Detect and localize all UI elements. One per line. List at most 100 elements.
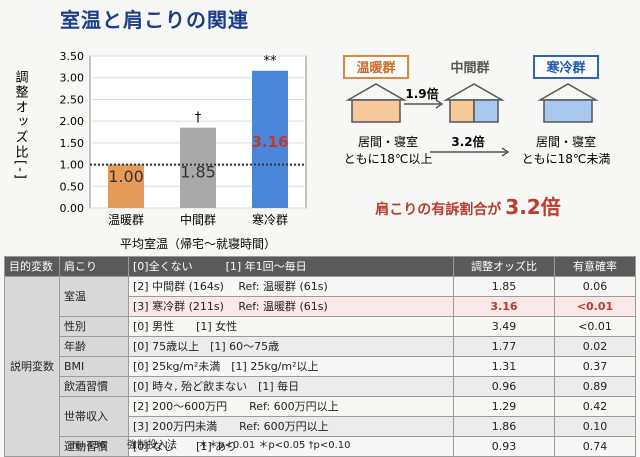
headline: 肩こりの有訴割合が 3.2倍 bbox=[375, 195, 560, 219]
house-cold-icon bbox=[537, 83, 599, 123]
variable-name: 年齢 bbox=[59, 336, 129, 357]
p-value: 0.42 bbox=[554, 396, 636, 417]
header-shoulder: 肩こり bbox=[59, 256, 129, 277]
variable-desc: [2] 200～600万円 Ref: 600万円以上 bbox=[128, 396, 454, 417]
odds-ratio: 1.85 bbox=[453, 276, 555, 297]
odds-ratio: 3.49 bbox=[453, 316, 555, 337]
table-row: 飲酒習慣 [0] 時々, 殆ど飲まない [1] 毎日 0.96 0.89 bbox=[5, 376, 636, 397]
significance-marker: † bbox=[195, 111, 202, 126]
variable-desc: [0] なし [1] あり bbox=[128, 436, 454, 457]
right-text-2: ともに18℃未満 bbox=[522, 152, 611, 166]
bar-value-label: 1.00 bbox=[108, 167, 144, 186]
x-ticks: 温暖群 中間群 寒冷群 bbox=[108, 212, 288, 227]
variable-desc: [0] 時々, 殆ど飲まない [1] 毎日 bbox=[128, 376, 454, 397]
arrow-mid-icon bbox=[404, 99, 444, 109]
house-mid-icon bbox=[443, 83, 505, 123]
cold-label-box bbox=[533, 55, 599, 79]
warm-label-box bbox=[343, 55, 409, 79]
header-desc-0: [0]全くない bbox=[133, 260, 193, 273]
y-tick-label: 2.00 bbox=[60, 115, 85, 128]
bars: 1.00 1.85 † 3.16 ** bbox=[108, 54, 289, 208]
table-row: 性別 [0] 男性 [1] 女性 3.49 <0.01 bbox=[5, 316, 636, 337]
footnote-sig: ＊＊p<0.01 ＊p<0.05 †p<0.10 bbox=[198, 440, 351, 451]
table-row: 世帯収入 [2] 200～600万円 Ref: 600万円以上 1.29 0.42 bbox=[5, 396, 636, 437]
left-text-2: ともに18℃以上 bbox=[344, 152, 433, 166]
table-row: [3] 寒冷群 (211s) Ref: 温暖群 (61s) 3.16 <0.01 bbox=[5, 296, 636, 317]
header-p: 有意確率 bbox=[554, 256, 636, 277]
chart-and-diagram: 調整オッズ比[-] 0.00 0.50 1.00 1.50 2.00 2.50 3.00 3.… bbox=[13, 50, 611, 251]
warm-label: 温暖群 bbox=[356, 60, 395, 76]
p-value: 0.74 bbox=[554, 436, 636, 457]
odds-ratio: 1.77 bbox=[453, 336, 555, 357]
bar bbox=[108, 164, 144, 208]
x-tick-label: 中間群 bbox=[180, 212, 216, 227]
x-tick-label: 寒冷群 bbox=[252, 212, 288, 227]
p-value: 0.02 bbox=[554, 336, 636, 357]
y-axis-label: 調整オッズ比[-] bbox=[13, 70, 29, 181]
table-row: [3] 200万円未満 Ref: 600万円以上 1.86 0.10 bbox=[5, 416, 636, 437]
house-warm-icon bbox=[345, 83, 407, 123]
cold-label: 寒冷群 bbox=[545, 60, 585, 76]
odds-ratio: 1.86 bbox=[453, 416, 555, 437]
header-target-var: 目的変数 bbox=[4, 256, 60, 277]
variable-desc: [0] 25kg/m²未満 [1] 25kg/m²以上 bbox=[128, 356, 454, 377]
bar-value-label: 1.85 bbox=[180, 163, 216, 182]
odds-ratio: 0.93 bbox=[453, 436, 555, 457]
variable-desc: [0] 75歳以上 [1] 60～75歳 bbox=[128, 336, 454, 357]
odds-ratio: 1.29 bbox=[453, 396, 555, 417]
variable-desc: [3] 200万円未満 Ref: 600万円以上 bbox=[128, 416, 454, 437]
variable-name: 運動習慣 bbox=[59, 436, 129, 457]
odds-ratio: 3.16 bbox=[453, 296, 555, 317]
table-row: BMI [0] 25kg/m²未満 [1] 25kg/m²以上 1.31 0.37 bbox=[5, 356, 636, 377]
header-or: 調整オッズ比 bbox=[453, 256, 555, 277]
odds-ratio: 0.96 bbox=[453, 376, 555, 397]
arrow-cold-icon bbox=[430, 147, 510, 157]
footnote: n=436 強制投入法 ＊＊p<0.01 ＊p<0.05 †p<0.10 bbox=[72, 436, 369, 451]
variable-desc: [0] 男性 [1] 女性 bbox=[128, 316, 454, 337]
p-value: 0.06 bbox=[554, 276, 636, 297]
footnote-n: n=436 bbox=[72, 440, 106, 451]
p-value: <0.01 bbox=[554, 316, 636, 337]
variable-name: 性別 bbox=[59, 316, 129, 337]
table-row: 運動習慣 [0] なし [1] あり 0.93 0.74 bbox=[5, 436, 636, 457]
group-label: 説明変数 bbox=[4, 276, 60, 457]
y-tick-label: 2.50 bbox=[60, 93, 85, 106]
p-value: <0.01 bbox=[554, 296, 636, 317]
y-tick-label: 0.00 bbox=[60, 202, 85, 215]
page-title: 室温と肩こりの関連 bbox=[60, 8, 249, 32]
variable-desc: [3] 寒冷群 (211s) Ref: 温暖群 (61s) bbox=[128, 296, 454, 317]
ratio-mid: 1.9倍 bbox=[405, 86, 438, 101]
header-desc: [0]全くない [1] 年1回～毎日 bbox=[128, 256, 454, 277]
y-tick-label: 1.50 bbox=[60, 137, 85, 150]
y-tick-label: 0.50 bbox=[60, 180, 85, 193]
p-value: 0.89 bbox=[554, 376, 636, 397]
variable-name: 世帯収入 bbox=[59, 396, 129, 437]
x-tick-label: 温暖群 bbox=[108, 213, 144, 227]
x-axis-label: 平均室温（帰宅～就寝時間） bbox=[120, 236, 276, 251]
significance-marker: ** bbox=[264, 54, 278, 69]
p-value: 0.37 bbox=[554, 356, 636, 377]
variable-name: 室温 bbox=[59, 276, 129, 317]
bar bbox=[252, 70, 288, 208]
y-tick-label: 1.00 bbox=[60, 159, 85, 172]
odds-ratio-table: 目的変数 肩こり [0]全くない [1] 年1回～毎日 調整オッズ比 有意確率 … bbox=[4, 256, 636, 457]
variable-desc: [2] 中間群 (164s) Ref: 温暖群 (61s) bbox=[128, 276, 454, 297]
ratio-cold: 3.2倍 bbox=[451, 134, 484, 149]
y-tick-label: 3.00 bbox=[60, 72, 85, 85]
odds-ratio: 1.31 bbox=[453, 356, 555, 377]
y-tick-label: 3.50 bbox=[60, 50, 85, 63]
table-row: 年齢 [0] 75歳以上 [1] 60～75歳 1.77 0.02 bbox=[5, 336, 636, 357]
variable-name: BMI bbox=[59, 356, 129, 377]
table-header: 目的変数 肩こり [0]全くない [1] 年1回～毎日 調整オッズ比 有意確率 bbox=[4, 256, 636, 277]
right-text-1: 居間・寝室 bbox=[536, 134, 596, 149]
mid-label: 中間群 bbox=[450, 60, 489, 76]
header-desc-1: [1] 年1回～毎日 bbox=[225, 260, 307, 273]
p-value: 0.10 bbox=[554, 416, 636, 437]
y-ticks: 0.00 0.50 1.00 1.50 2.00 2.50 3.00 3.50 bbox=[60, 50, 85, 215]
bar-value-label: 3.16 bbox=[251, 133, 288, 151]
table-row: 説明変数 室温 [2] 中間群 (164s) Ref: 温暖群 (61s) 1.85 0… bbox=[4, 276, 636, 457]
footnote-method: 強制投入法 bbox=[127, 440, 177, 451]
bar bbox=[180, 127, 216, 208]
variable-name: 飲酒習慣 bbox=[59, 376, 129, 397]
left-text-1: 居間・寝室 bbox=[358, 134, 418, 149]
